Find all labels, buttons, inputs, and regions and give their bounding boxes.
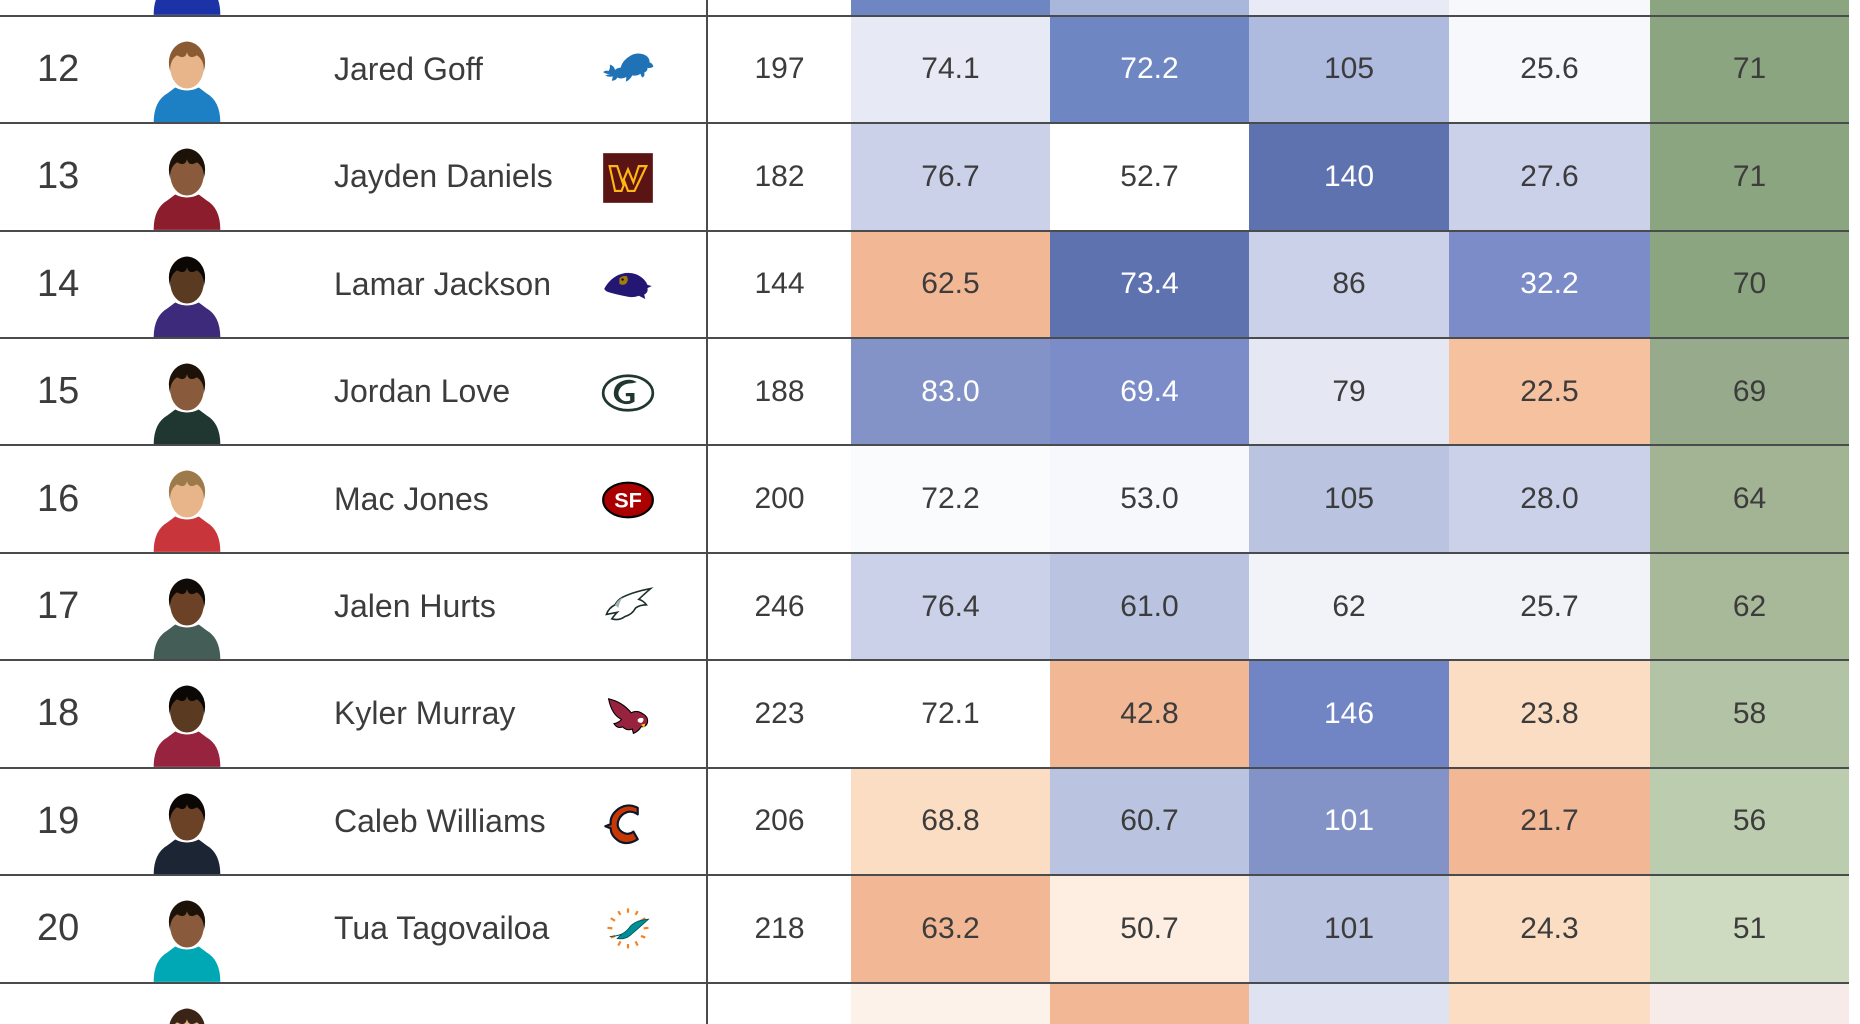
svg-text:SF: SF (614, 488, 642, 513)
